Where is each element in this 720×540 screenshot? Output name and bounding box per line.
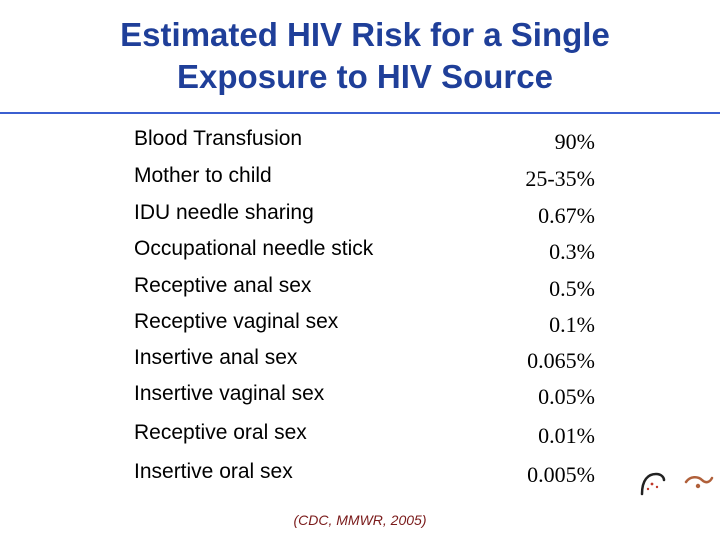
risk-label: Receptive vaginal sex <box>134 310 339 333</box>
risk-value: 90% <box>554 129 595 154</box>
risk-value: 0.05% <box>538 384 595 409</box>
risk-label: Occupational needle stick <box>134 237 374 260</box>
risk-row: Insertive vaginal sex 0.05% <box>0 382 720 414</box>
risk-label: Blood Transfusion <box>134 127 303 150</box>
risk-value: 0.01% <box>538 423 595 448</box>
risk-label: Insertive anal sex <box>134 346 298 369</box>
risk-value: 0.1% <box>549 312 595 337</box>
title-divider <box>0 112 720 114</box>
risk-row: Insertive oral sex 0.005% <box>0 460 720 492</box>
slide-title: Estimated HIV Risk for a Single Exposure… <box>0 14 720 98</box>
risk-row: Occupational needle stick 0.3% <box>0 237 720 269</box>
risk-value: 0.3% <box>549 239 595 264</box>
source-citation: (CDC, MMWR, 2005) <box>293 512 427 528</box>
risk-row: Receptive oral sex 0.01% <box>0 421 720 453</box>
risk-value: 0.005% <box>527 462 595 487</box>
risk-label: IDU needle sharing <box>134 201 314 224</box>
risk-row: Blood Transfusion 90% <box>0 127 720 159</box>
risk-label: Receptive oral sex <box>134 421 307 444</box>
risk-label: Insertive oral sex <box>134 460 293 483</box>
risk-row: Mother to child 25-35% <box>0 164 720 196</box>
logo-icon <box>640 472 714 496</box>
risk-value: 25-35% <box>525 166 595 191</box>
risk-row: Insertive anal sex 0.065% <box>0 346 720 378</box>
risk-value: 0.5% <box>549 276 595 301</box>
risk-row: Receptive anal sex 0.5% <box>0 274 720 306</box>
risk-label: Insertive vaginal sex <box>134 382 325 405</box>
risk-row: Receptive vaginal sex 0.1% <box>0 310 720 342</box>
risk-value: 0.67% <box>538 203 595 228</box>
risk-value: 0.065% <box>527 348 595 373</box>
risk-row: IDU needle sharing 0.67% <box>0 201 720 233</box>
risk-label: Receptive anal sex <box>134 274 312 297</box>
slide-title-line-1: Estimated HIV Risk for a Single <box>120 16 610 53</box>
risk-label: Mother to child <box>134 164 272 187</box>
slide-title-line-2: Exposure to HIV Source <box>177 58 553 95</box>
